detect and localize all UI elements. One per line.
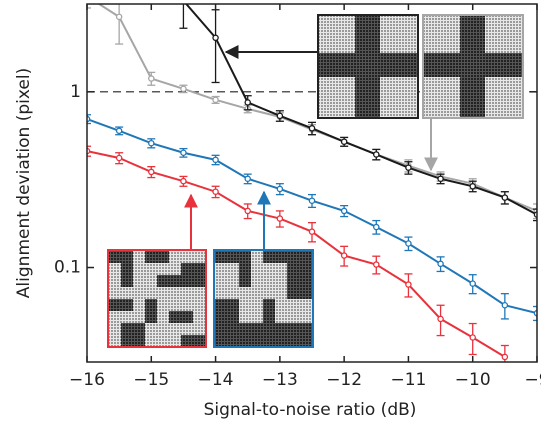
inset-gray — [422, 14, 524, 119]
data-point — [405, 240, 412, 247]
series-line — [184, 4, 537, 216]
data-point — [244, 175, 251, 183]
data-point — [469, 183, 476, 190]
data-point — [115, 154, 123, 162]
data-point — [469, 334, 476, 341]
x-tick-label: −14 — [198, 370, 234, 390]
data-point — [276, 112, 284, 120]
data-point — [115, 13, 123, 21]
error-bar — [533, 305, 537, 322]
data-point — [308, 228, 316, 235]
data-point — [212, 96, 219, 104]
data-point — [437, 315, 444, 323]
data-point — [115, 127, 123, 135]
data-point — [437, 175, 444, 183]
x-axis-label: Signal-to-noise ratio (dB) — [204, 400, 417, 420]
error-bar — [533, 208, 537, 222]
insets — [107, 14, 524, 348]
data-point — [244, 207, 251, 215]
data-point — [340, 138, 348, 145]
data-point — [180, 85, 187, 93]
plot-frame — [86, 3, 538, 363]
error-bar — [87, 4, 91, 9]
data-point — [180, 177, 187, 185]
data-point — [437, 260, 444, 268]
data-point — [308, 197, 316, 204]
error-bar — [211, 9, 220, 84]
plot-area — [87, 0, 537, 362]
data-point — [244, 99, 251, 106]
x-tick-label: −16 — [69, 370, 105, 390]
data-point — [405, 281, 412, 288]
inset-blue — [213, 249, 314, 348]
y-tick-label: 0.1 — [54, 258, 81, 278]
data-point — [212, 188, 219, 195]
series-line — [87, 150, 506, 358]
data-point — [148, 139, 155, 147]
x-tick-label: −10 — [455, 370, 491, 390]
data-point — [181, 0, 186, 3]
inset-red — [107, 249, 207, 348]
data-point — [405, 164, 412, 171]
data-point — [276, 185, 284, 193]
y-tick-label: 1 — [70, 82, 81, 102]
data-point — [340, 207, 348, 215]
data-point — [148, 168, 155, 176]
x-tick-label: −12 — [326, 370, 362, 390]
error-bar — [87, 114, 91, 125]
x-tick-label: −13 — [262, 370, 298, 390]
data-point — [373, 223, 380, 231]
data-point — [340, 252, 348, 259]
data-point — [308, 125, 316, 132]
error-bar — [533, 203, 537, 220]
data-point — [212, 156, 219, 164]
data-point — [180, 149, 187, 156]
data-point — [373, 261, 380, 268]
x-tick-label: −9 — [524, 370, 541, 390]
data-point — [373, 151, 380, 158]
data-point — [212, 34, 219, 42]
inset-black — [317, 14, 419, 119]
x-tick-label: −15 — [133, 370, 169, 390]
data-point — [501, 353, 509, 361]
error-bar — [87, 145, 91, 157]
y-axis-label: Alignment deviation (pixel) — [14, 68, 34, 298]
x-tick-label: −11 — [390, 370, 426, 390]
data-point — [501, 302, 509, 309]
data-point — [469, 280, 476, 287]
data-point — [501, 194, 509, 201]
data-point — [276, 215, 284, 222]
data-point — [148, 75, 155, 82]
